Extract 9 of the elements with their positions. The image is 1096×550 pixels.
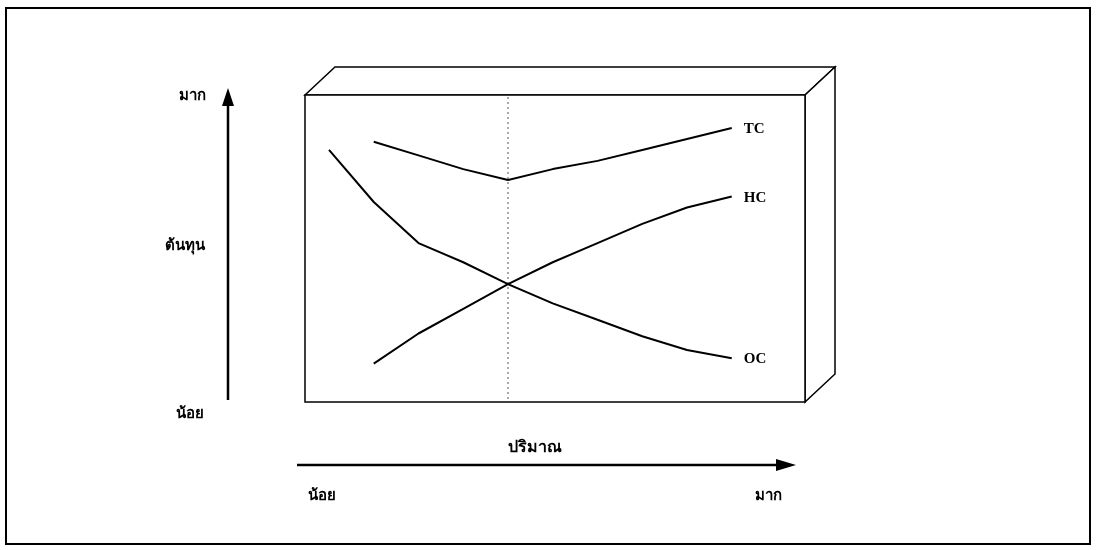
text: ต้นทุน xyxy=(165,237,206,255)
series-label: OC xyxy=(743,350,767,367)
text: มาก xyxy=(178,87,206,103)
text: น้อย xyxy=(308,487,336,503)
x-axis-title: ปริมาณ xyxy=(508,438,562,455)
text: น้อย xyxy=(176,405,204,421)
text: มาก xyxy=(754,487,782,503)
series-label: HC xyxy=(743,188,767,205)
series-label: TC xyxy=(743,120,765,136)
